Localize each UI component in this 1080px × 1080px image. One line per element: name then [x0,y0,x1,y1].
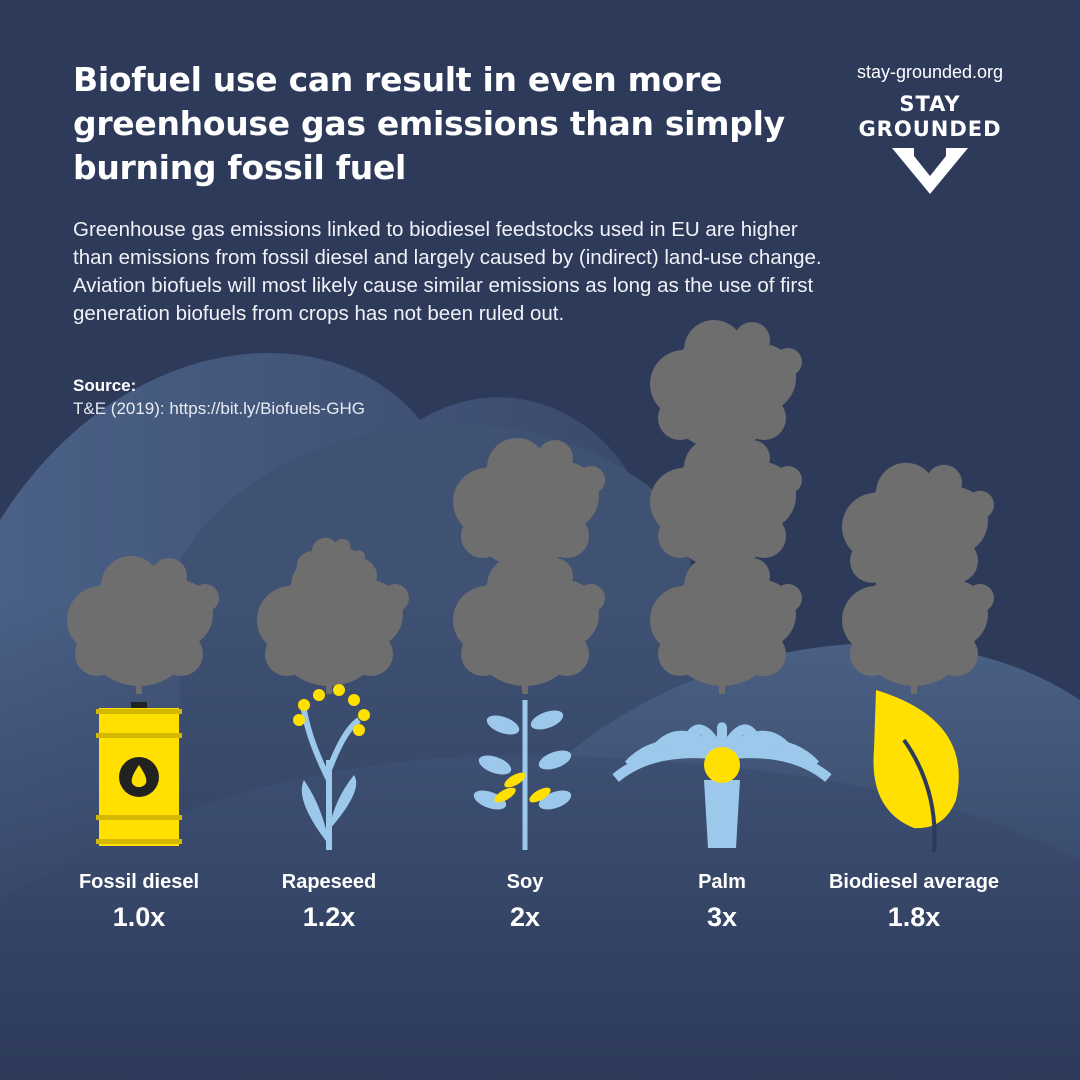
oil-barrel-icon [96,702,182,846]
category-label: Biodiesel average [828,871,1000,893]
smoke-column [842,462,994,694]
source-heading: Source: [73,376,137,395]
rapeseed-plant-icon [293,684,370,850]
category-label: Fossil diesel [78,871,200,893]
leaf-icon [873,690,959,853]
category-label: Rapeseed [281,871,377,893]
category-label: Soy [506,871,544,893]
value-label: 3x [706,902,738,932]
logo-line-1: STAY [899,92,961,116]
brand-logo: STAY GROUNDED [820,92,1040,142]
logo-line-2: GROUNDED [858,117,1002,141]
smoke-column [257,537,409,694]
palm-tree-icon [612,722,832,848]
description: Greenhouse gas emissions linked to biodi… [73,218,822,325]
smoke-column [650,320,802,694]
value-label: 1.8x [887,902,941,932]
value-label: 2x [509,902,541,932]
smoke-column [453,438,605,694]
smoke-column [67,556,219,694]
page-title: Biofuel use can result in even more gree… [73,60,785,187]
soy-plant-icon [473,700,572,850]
value-label: 1.2x [302,902,356,932]
value-label: 1.0x [112,902,166,932]
brand-url[interactable]: stay-grounded.org [856,62,1004,82]
source-link[interactable]: T&E (2019): https://bit.ly/Biofuels-GHG [73,399,365,418]
logo-arrow-icon [892,148,968,194]
category-label: Palm [698,871,746,893]
